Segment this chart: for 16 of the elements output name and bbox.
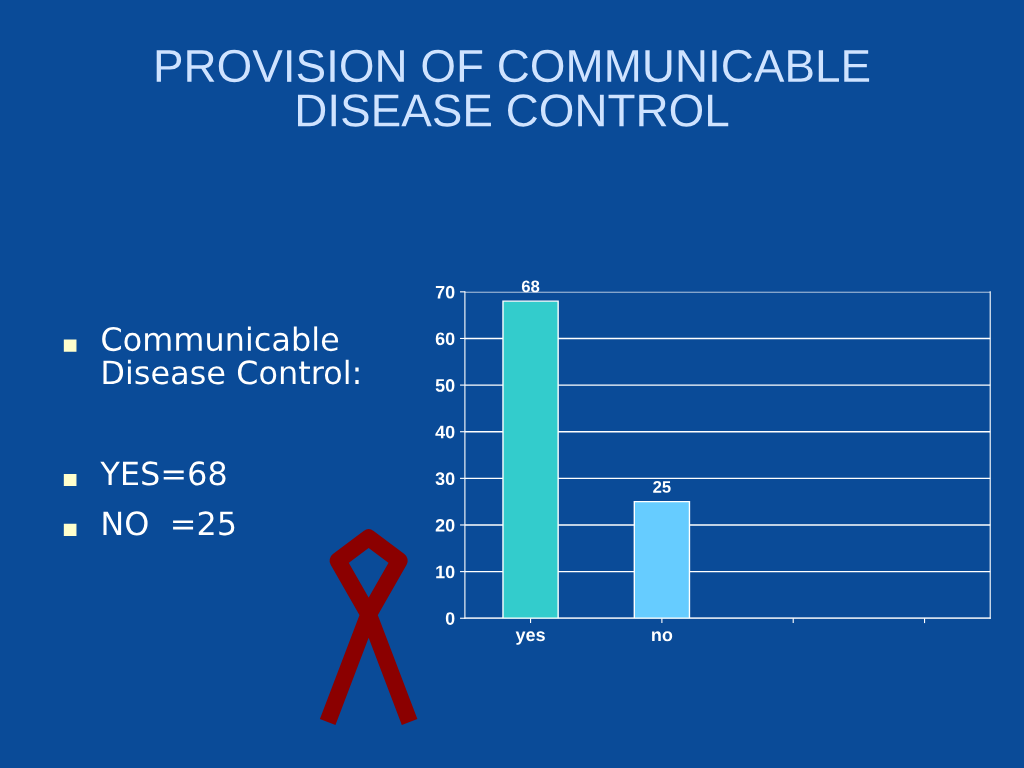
y-tick-label: 0 xyxy=(445,612,455,625)
text: Communicable Disease Control: xyxy=(102,326,359,385)
y-tick-label: 20 xyxy=(435,518,455,532)
y-tick-label: 70 xyxy=(435,285,455,299)
data-label: 68 xyxy=(521,280,540,293)
y-tick-label: 60 xyxy=(435,332,455,346)
chart-title: PROVISION OF COMMUNICABLE DISEASE CONTROL xyxy=(156,49,870,127)
y-tick-label: 50 xyxy=(435,379,455,392)
data-label: 25 xyxy=(653,481,671,493)
x-tick-label: no xyxy=(652,631,673,642)
text: NO =25 xyxy=(103,511,235,536)
y-tick-label: 40 xyxy=(435,425,455,439)
y-tick-label: 30 xyxy=(435,472,455,486)
x-tick-label: yes xyxy=(515,631,545,645)
text: YES=68 xyxy=(100,461,226,486)
y-tick-label: 10 xyxy=(436,565,455,579)
